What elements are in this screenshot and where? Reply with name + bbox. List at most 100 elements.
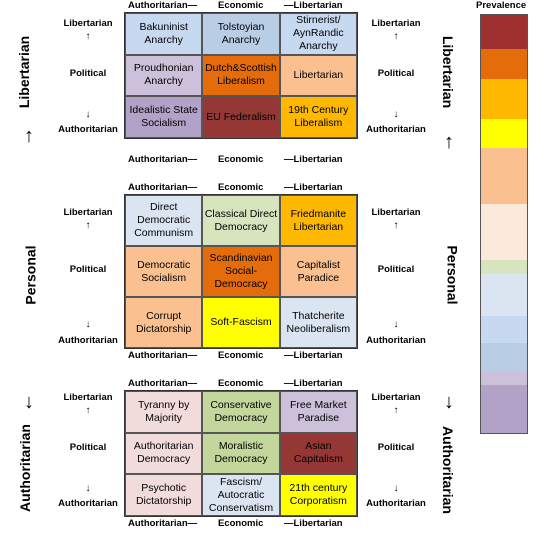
arrow-down-icon: ↓ [85,109,91,120]
grid-cell: Stirnerist/ AynRandic Anarchy [279,13,357,55]
political-axis-bottom-label: Authoritarian [58,498,118,509]
legend-swatch [481,385,527,433]
economic-axis-right-label: —Libertarian [284,154,343,165]
legend-swatch [481,48,527,79]
legend-swatch [481,118,527,149]
arrow-down-icon: ↓ [393,483,399,494]
grid-block-personal: Direct Democratic Communism Classical Di… [124,194,358,349]
arrow-down-icon: ↓ [85,483,91,494]
grid-cell: Libertarian [279,54,357,97]
economic-axis-mid-label: Economic [218,518,264,529]
economic-axis-right-label: —Libertarian [284,518,343,529]
arrow-down-icon: ↓ [24,391,34,413]
arrow-up-icon: ↑ [393,31,399,42]
economic-axis-header-1: Authoritarian— Economic —Libertarian [124,0,358,11]
economic-axis-mid-label: Economic [218,350,264,361]
political-axis-right-3: Libertarian ↑ Political ↓ Authoritarian [362,386,430,513]
economic-axis-header-2: Authoritarian— Economic —Libertarian [124,182,358,193]
political-axis-mid-label: Political [377,264,415,275]
grid-cell: Idealistic State Socialism [125,96,203,138]
economic-axis-left-label: Authoritarian— [128,350,198,361]
political-axis-top-label: Libertarian [63,207,113,218]
grid-cell: Soft-Fascism [202,297,280,348]
personal-axis-left-authoritarian-label: Authoritarian [16,424,33,512]
grid-cell: Fascism/ Autocratic Conservatism [202,474,280,516]
grid-cell: Asian Capitalism [279,432,357,475]
arrow-up-icon: ↑ [85,405,91,416]
grid-cell: Classical Direct Democracy [202,195,280,246]
political-axis-top-label: Libertarian [63,392,113,403]
grid-cell: Authoritarian Democracy [125,432,203,475]
legend-swatch [481,148,527,205]
personal-axis-right-authoritarian-label: Authoritarian [439,426,456,514]
arrow-up-icon: ↑ [393,220,399,231]
political-axis-bottom-label: Authoritarian [366,335,426,346]
legend-title: Prevalence [476,0,527,11]
prevalence-legend-bar [480,14,528,434]
political-axis-top-label: Libertarian [371,207,421,218]
personal-axis-right-libertarian-label: Libertarian [440,35,457,109]
legend-swatch [481,315,527,344]
personal-axis-right-personal-label: Personal [444,245,461,305]
arrow-down-icon: ↓ [85,319,91,330]
economic-axis-mid-label: Economic [218,154,264,165]
political-axis-bottom-label: Authoritarian [366,498,426,509]
arrow-down-icon: ↓ [393,319,399,330]
grid-block-libertarian: Bakuninist Anarchy Tolstoyian Anarchy St… [124,12,358,139]
arrow-up-icon: ↑ [24,125,34,147]
political-axis-top-label: Libertarian [371,392,421,403]
arrow-down-icon: ↓ [444,391,454,413]
grid-cell: Dutch&Scottish Liberalism [202,54,280,97]
economic-axis-right-label: —Libertarian [284,0,343,11]
grid-cell: Psychotic Dictatorship [125,474,203,516]
legend-swatch [481,259,527,274]
economic-axis-right-label: —Libertarian [284,350,343,361]
grid-cell: Thatcherite Neoliberalism [279,297,357,348]
political-axis-top-label: Libertarian [371,18,421,29]
economic-axis-left-label: Authoritarian— [128,154,198,165]
grid-cell: Moralistic Democracy [202,432,280,475]
economic-axis-left-label: Authoritarian— [128,182,198,193]
arrow-down-icon: ↓ [393,109,399,120]
personal-axis-left-personal-label: Personal [22,245,39,305]
economic-axis-left-label: Authoritarian— [128,0,198,11]
economic-axis-mid-label: Economic [218,0,264,11]
legend-swatch [481,204,527,260]
grid-cell: 21th century Corporatism [279,474,357,516]
personal-axis-left-libertarian-label: Libertarian [16,35,33,109]
grid-cell: Tolstoyian Anarchy [202,13,280,55]
grid-cell: Friedmanite Libertarian [279,195,357,246]
political-axis-bottom-label: Authoritarian [58,124,118,135]
political-axis-mid-label: Political [377,68,415,79]
economic-axis-right-label: —Libertarian [284,182,343,193]
political-axis-mid-label: Political [69,68,107,79]
arrow-up-icon: ↑ [393,405,399,416]
grid-cell: Capitalist Paradice [279,246,357,297]
legend-swatch [481,78,527,119]
economic-axis-footer-2: Authoritarian— Economic —Libertarian [124,350,358,361]
political-axis-left-2: Libertarian ↑ Political ↓ Authoritarian [54,201,122,356]
political-axis-bottom-label: Authoritarian [366,124,426,135]
grid-cell: Free Market Paradise [279,391,357,433]
grid-cell: Direct Democratic Communism [125,195,203,246]
political-axis-left-1: Libertarian ↑ Political ↓ Authoritarian [54,12,122,139]
grid-cell: Democratic Socialism [125,246,203,297]
grid-cell: EU Federalism [202,96,280,138]
grid-cell: Tyranny by Majority [125,391,203,433]
economic-axis-mid-label: Economic [218,378,264,389]
political-axis-mid-label: Political [69,264,107,275]
economic-axis-footer-3: Authoritarian— Economic —Libertarian [124,518,358,529]
political-axis-right-2: Libertarian ↑ Political ↓ Authoritarian [362,201,430,356]
economic-axis-left-label: Authoritarian— [128,518,198,529]
grid-cell: 19th Century Liberalism [279,96,357,138]
arrow-up-icon: ↑ [85,31,91,42]
grid-cell: Proudhonian Anarchy [125,54,203,97]
economic-axis-header-3: Authoritarian— Economic —Libertarian [124,378,358,389]
legend-swatch [481,273,527,316]
economic-axis-left-label: Authoritarian— [128,378,198,389]
arrow-up-icon: ↑ [444,131,454,153]
legend-swatch [481,343,527,372]
grid-cell: Corrupt Dictatorship [125,297,203,348]
economic-axis-mid-label: Economic [218,182,264,193]
grid-cell: Conservative Democracy [202,391,280,433]
